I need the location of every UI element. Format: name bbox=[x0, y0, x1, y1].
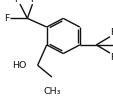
Text: F: F bbox=[4, 14, 10, 23]
Text: CH₃: CH₃ bbox=[43, 87, 60, 96]
Text: F: F bbox=[14, 0, 20, 4]
Text: F: F bbox=[109, 28, 113, 37]
Text: F: F bbox=[29, 0, 35, 4]
Text: HO: HO bbox=[12, 61, 27, 70]
Text: F: F bbox=[109, 53, 113, 62]
